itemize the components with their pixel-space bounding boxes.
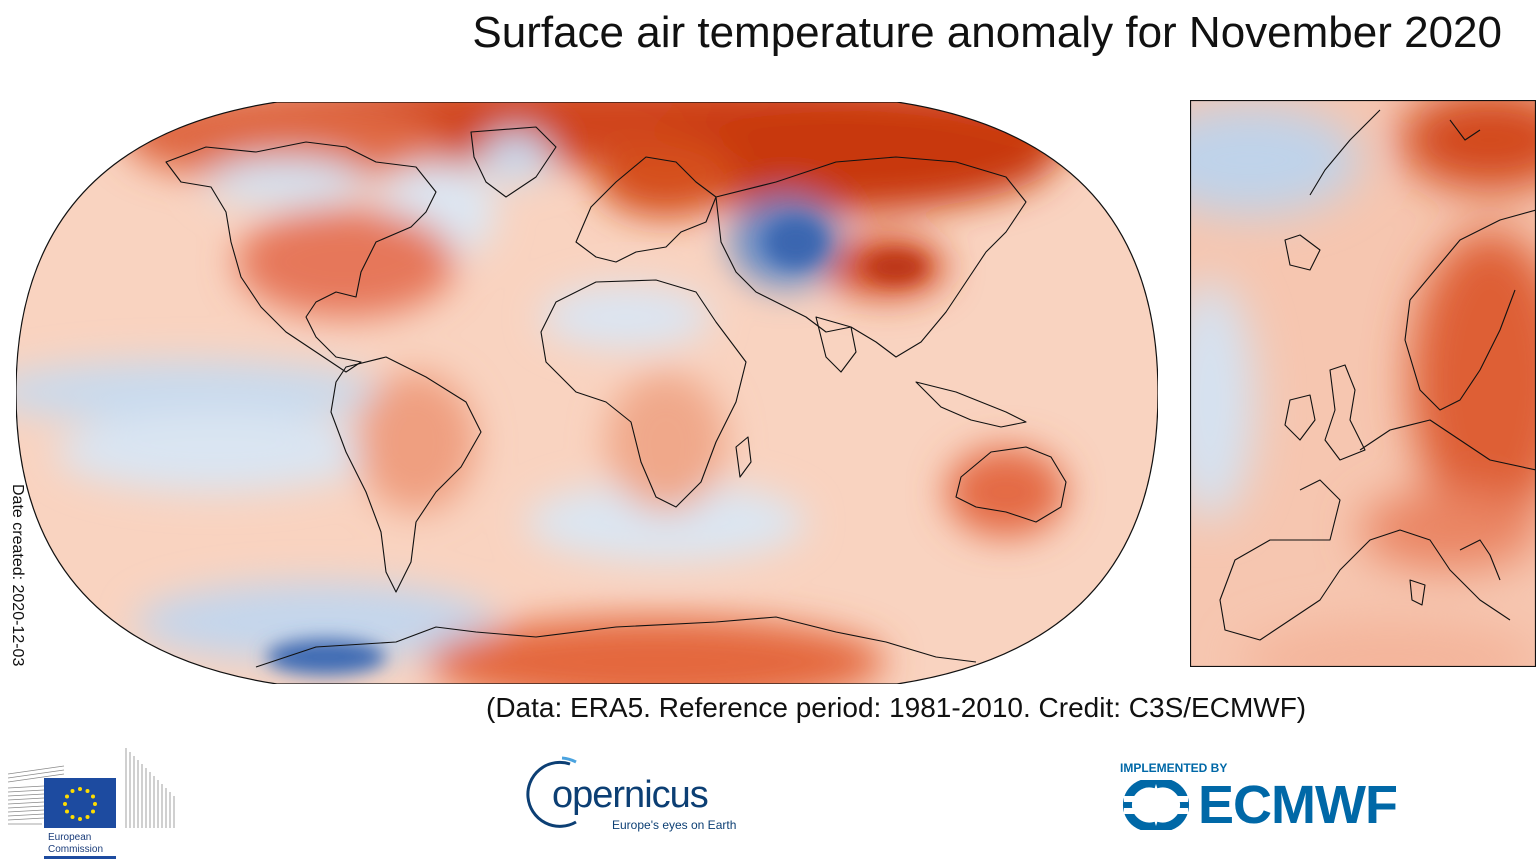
ecmwf-logo: IMPLEMENTED BY ECMWF	[1118, 758, 1418, 838]
implemented-by-label: IMPLEMENTED BY	[1120, 761, 1228, 775]
european-commission-logo: European Commission	[8, 748, 180, 860]
europe-inset-map	[1190, 100, 1536, 667]
eu-stars-icon	[63, 787, 97, 821]
eu-text-line2: Commission	[48, 844, 104, 855]
inset-coastlines	[1219, 109, 1536, 641]
globe-outline	[16, 102, 1158, 684]
world-anomaly-map	[16, 102, 1158, 684]
data-credit-line: (Data: ERA5. Reference period: 1981-2010…	[486, 692, 1307, 723]
eu-text-line1: European	[48, 832, 92, 843]
copernicus-wordmark: opernicus	[552, 774, 709, 816]
coastlines	[165, 126, 1067, 668]
copernicus-tagline: Europe's eyes on Earth	[612, 818, 737, 832]
ecmwf-wordmark: ECMWF	[1198, 775, 1398, 835]
copernicus-logo: opernicus Europe's eyes on Earth	[518, 752, 758, 836]
ecmwf-waves-icon	[1122, 780, 1190, 830]
map-title: Surface air temperature anomaly for Nove…	[472, 8, 1502, 57]
copernicus-c-icon	[526, 756, 577, 828]
